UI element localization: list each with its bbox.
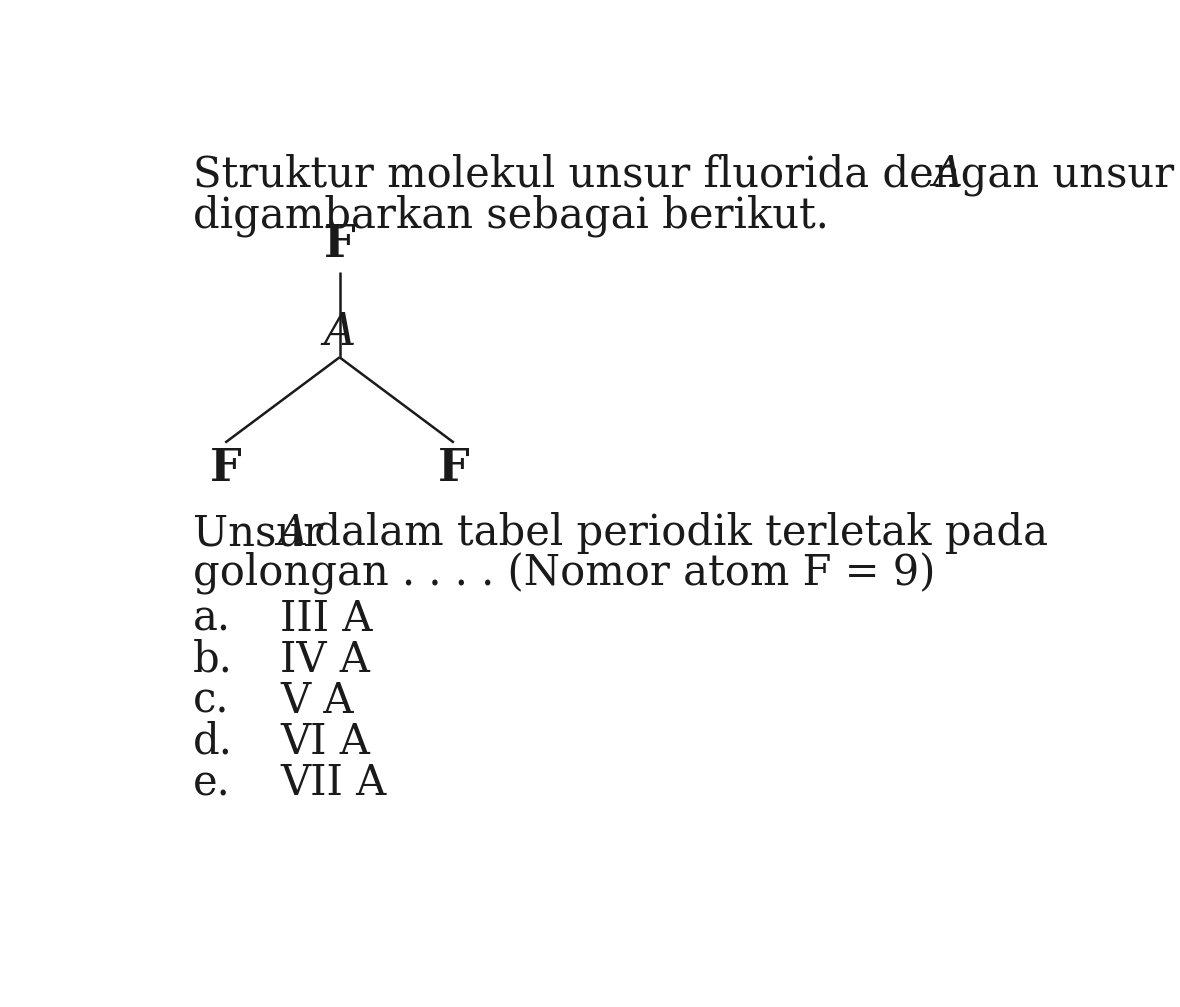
Text: A: A	[277, 513, 307, 555]
Text: digambarkan sebagai berikut.: digambarkan sebagai berikut.	[194, 194, 830, 237]
Text: III A: III A	[280, 598, 373, 639]
Text: IV A: IV A	[280, 638, 371, 681]
Text: A: A	[323, 311, 355, 354]
Text: e.: e.	[194, 762, 231, 804]
Text: c.: c.	[194, 680, 230, 722]
Text: d.: d.	[194, 721, 234, 763]
Text: V A: V A	[280, 680, 354, 722]
Text: F: F	[323, 223, 355, 266]
Text: dalam tabel periodik terletak pada: dalam tabel periodik terletak pada	[301, 513, 1048, 555]
Text: VII A: VII A	[280, 762, 386, 804]
Text: A: A	[932, 153, 962, 195]
Text: b.: b.	[194, 638, 234, 681]
Text: a.: a.	[194, 598, 231, 639]
Text: F: F	[209, 447, 241, 490]
Text: golongan . . . . (Nomor atom F = 9): golongan . . . . (Nomor atom F = 9)	[194, 551, 936, 594]
Text: Struktur molekul unsur fluorida dengan unsur: Struktur molekul unsur fluorida dengan u…	[194, 153, 1180, 196]
Text: F: F	[438, 447, 470, 490]
Text: Unsur: Unsur	[194, 513, 336, 555]
Text: VI A: VI A	[280, 721, 371, 763]
